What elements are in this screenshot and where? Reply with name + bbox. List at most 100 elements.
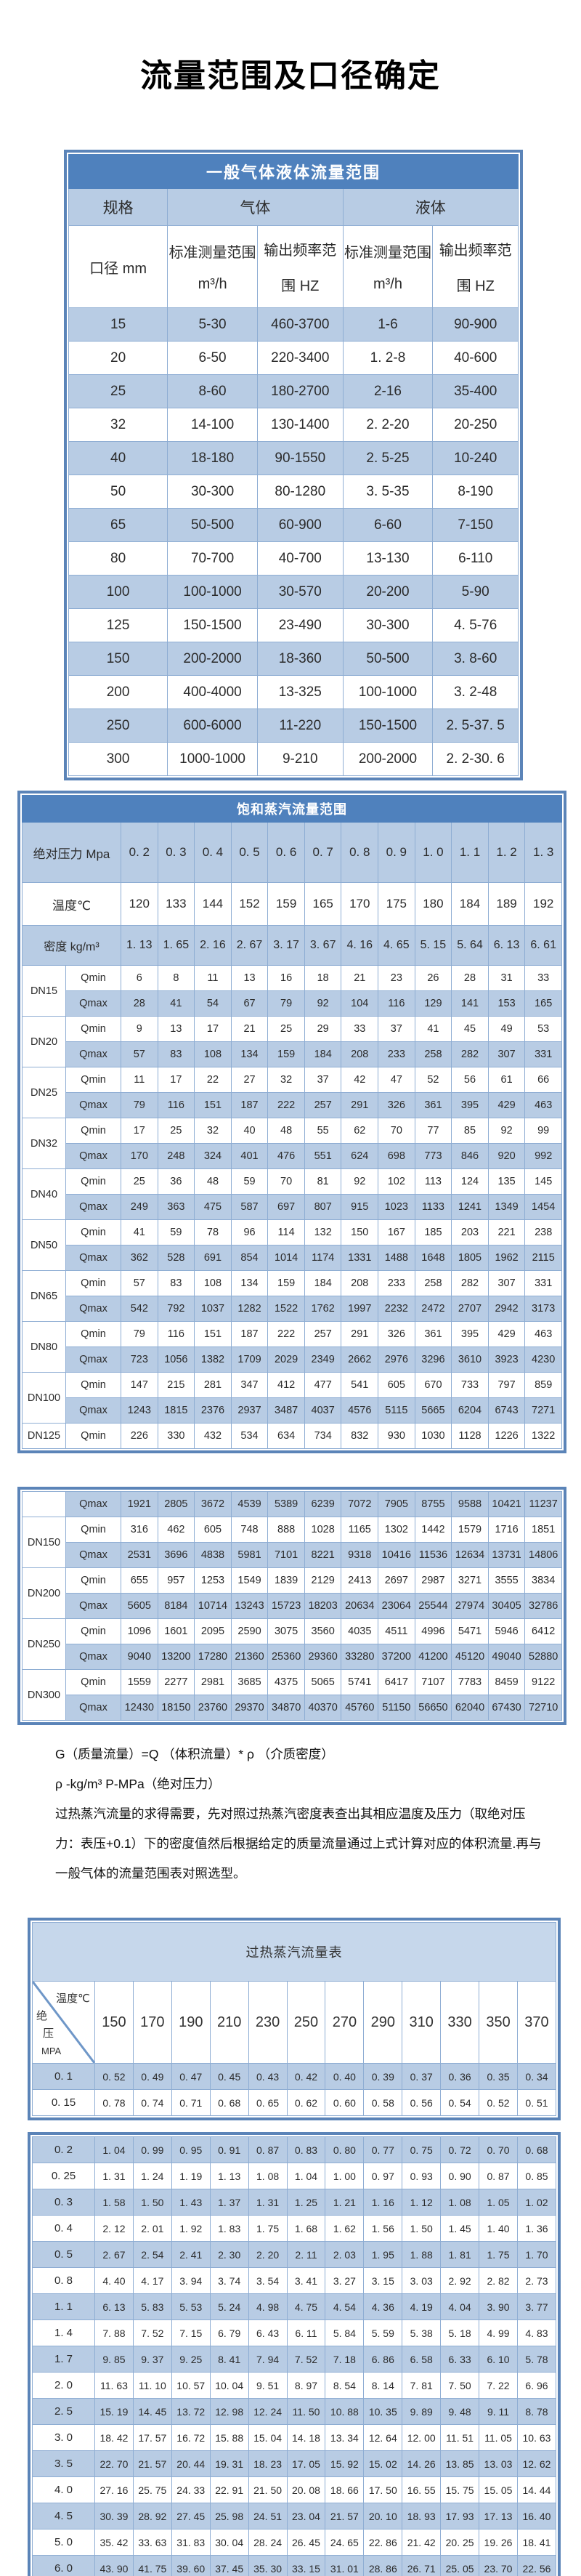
- value-cell: 7. 15: [171, 2319, 211, 2346]
- value-cell: 476: [267, 1143, 305, 1169]
- value-cell: 5. 64: [451, 925, 489, 966]
- value-cell: 2. 12: [94, 2215, 134, 2242]
- value-cell: 132: [304, 1219, 342, 1245]
- value-cell: 13. 72: [171, 2398, 211, 2425]
- value-cell: 99: [524, 1118, 562, 1144]
- table-row: 0. 15 0. 78 0. 74 0. 71 0. 68 0. 65 0. 62 0. 60…: [32, 2089, 557, 2116]
- value-cell: 130-1400: [256, 408, 344, 442]
- value-cell: 13731: [487, 1542, 526, 1568]
- qmin-label: Qmin: [65, 1618, 121, 1644]
- pressure-cell: 2. 5: [32, 2398, 95, 2425]
- value-cell: 3. 67: [304, 925, 342, 966]
- value-cell: 6-60: [342, 508, 434, 542]
- table-row: 25 8-60 180-2700 2-16 35-400: [68, 374, 519, 408]
- value-cell: 2981: [194, 1669, 232, 1695]
- value-cell: 10421: [487, 1491, 526, 1517]
- value-cell: 0. 60: [325, 2089, 365, 2116]
- value-cell: 307: [487, 1041, 526, 1067]
- value-cell: 1. 2-8: [342, 341, 434, 375]
- value-cell: 1. 0: [414, 822, 452, 883]
- value-cell: 2. 20: [248, 2241, 288, 2268]
- value-cell: 12. 24: [248, 2398, 288, 2425]
- dn-label: DN40: [22, 1168, 66, 1220]
- table-row: DN40 Qmin 25 36 48 59 70 81 92 102 113 124 135 145: [22, 1168, 562, 1220]
- table-row: Qmax 5605 8184 10714 13243 15723 18203 20634 230…: [23, 1593, 562, 1619]
- value-cell: 37. 45: [209, 2555, 249, 2576]
- value-cell: 18. 41: [516, 2529, 557, 2556]
- value-cell: 3. 03: [402, 2267, 442, 2294]
- header-line: 标准测量范围: [344, 245, 431, 261]
- value-cell: 4. 04: [440, 2293, 480, 2320]
- value-cell: 28. 92: [132, 2503, 172, 2529]
- superheated-steam-table: 过热蒸汽流量表 温度℃ 绝 压 MPA 150 170 190 210 230 250 27…: [32, 1922, 557, 2116]
- value-cell: 11. 50: [286, 2398, 326, 2425]
- value-cell: 83: [157, 1041, 195, 1067]
- value-cell: 35. 30: [248, 2555, 288, 2576]
- value-cell: 6. 11: [286, 2319, 326, 2346]
- mass-flow-formula: G（质量流量）=Q （体积流量）* ρ （介质密度）: [55, 1747, 334, 1761]
- value-cell: 0. 80: [325, 2136, 365, 2163]
- value-cell: 13: [230, 965, 269, 991]
- value-cell: 477: [304, 1372, 342, 1398]
- table-row: 规格 气体 液体: [68, 188, 519, 226]
- diameter-header: 口径 mm: [68, 225, 168, 308]
- value-cell: 33: [341, 1016, 379, 1042]
- value-cell: 624: [341, 1143, 379, 1169]
- value-cell: 8. 97: [286, 2372, 326, 2399]
- diameter-cell: 32: [68, 408, 168, 442]
- value-cell: 40-700: [256, 541, 344, 576]
- value-cell: 70: [378, 1118, 415, 1144]
- pressure-cell: 0. 15: [32, 2089, 95, 2116]
- value-cell: 14. 44: [516, 2476, 557, 2503]
- value-cell: 3. 94: [171, 2267, 211, 2294]
- table-row: Qmax 542 792 1037 1282 1522 1762 1997 2232 2472 27…: [23, 1296, 562, 1322]
- value-cell: 0. 4: [194, 822, 232, 883]
- value-cell: 326: [378, 1321, 415, 1347]
- value-cell: 221: [487, 1219, 526, 1245]
- qmin-label: Qmin: [65, 965, 121, 991]
- header-line: 围 HZ: [281, 278, 320, 294]
- value-cell: 2. 92: [440, 2267, 480, 2294]
- value-cell: 5665: [414, 1397, 452, 1424]
- value-cell: 147: [121, 1372, 158, 1398]
- value-cell: 1056: [157, 1346, 195, 1373]
- value-cell: 32786: [524, 1593, 562, 1619]
- liquid-header: 液体: [342, 188, 519, 226]
- value-cell: 4. 19: [402, 2293, 442, 2320]
- value-cell: 0. 58: [363, 2089, 403, 2116]
- value-cell: 17. 05: [286, 2450, 326, 2477]
- value-cell: 1839: [267, 1567, 305, 1594]
- superheated-table-frame: 过热蒸汽流量表 温度℃ 绝 压 MPA 150 170 190 210 230 250 27…: [28, 1918, 561, 2120]
- diagonal-line-icon: [33, 1982, 94, 2063]
- value-cell: 25. 98: [209, 2503, 249, 2529]
- value-cell: 807: [304, 1194, 342, 1220]
- diameter-cell: 300: [68, 742, 168, 776]
- value-cell: 1331: [341, 1245, 379, 1271]
- density-label: 密度 kg/m³: [22, 925, 121, 966]
- value-cell: 4. 36: [363, 2293, 403, 2320]
- value-cell: 1. 88: [402, 2241, 442, 2268]
- value-cell: 1133: [414, 1194, 452, 1220]
- value-cell: 28. 24: [248, 2529, 288, 2556]
- value-cell: 326: [378, 1092, 415, 1118]
- value-cell: 14. 18: [286, 2424, 326, 2451]
- gas-liquid-table-title: 一般气体液体流量范围: [68, 154, 519, 189]
- table-row: Qmax 12430 18150 23760 29370 34870 40370 45760 5…: [23, 1695, 562, 1721]
- value-cell: 51150: [378, 1695, 415, 1721]
- value-cell: 21. 57: [325, 2503, 365, 2529]
- qmax-label: Qmax: [65, 1542, 121, 1568]
- qmax-label: Qmax: [65, 1143, 121, 1169]
- table-row: 200 400-4000 13-325 100-1000 3. 2-48: [68, 675, 519, 709]
- qmax-label: Qmax: [65, 1397, 121, 1424]
- value-cell: 634: [267, 1423, 305, 1449]
- value-cell: 28. 86: [363, 2555, 403, 2576]
- value-cell: 45120: [451, 1644, 489, 1670]
- saturated-table-title: 饱和蒸汽流量范围: [22, 795, 562, 823]
- value-cell: 542: [121, 1296, 158, 1322]
- value-cell: 57: [121, 1270, 158, 1296]
- table-row: 密度 kg/m³ 1. 13 1. 65 2. 16 2. 67 3. 17 3. 67 4.…: [22, 925, 562, 966]
- value-cell: 281: [194, 1372, 232, 1398]
- value-cell: 5-30: [167, 307, 258, 342]
- value-cell: 11: [194, 965, 232, 991]
- value-cell: 7-150: [432, 508, 519, 542]
